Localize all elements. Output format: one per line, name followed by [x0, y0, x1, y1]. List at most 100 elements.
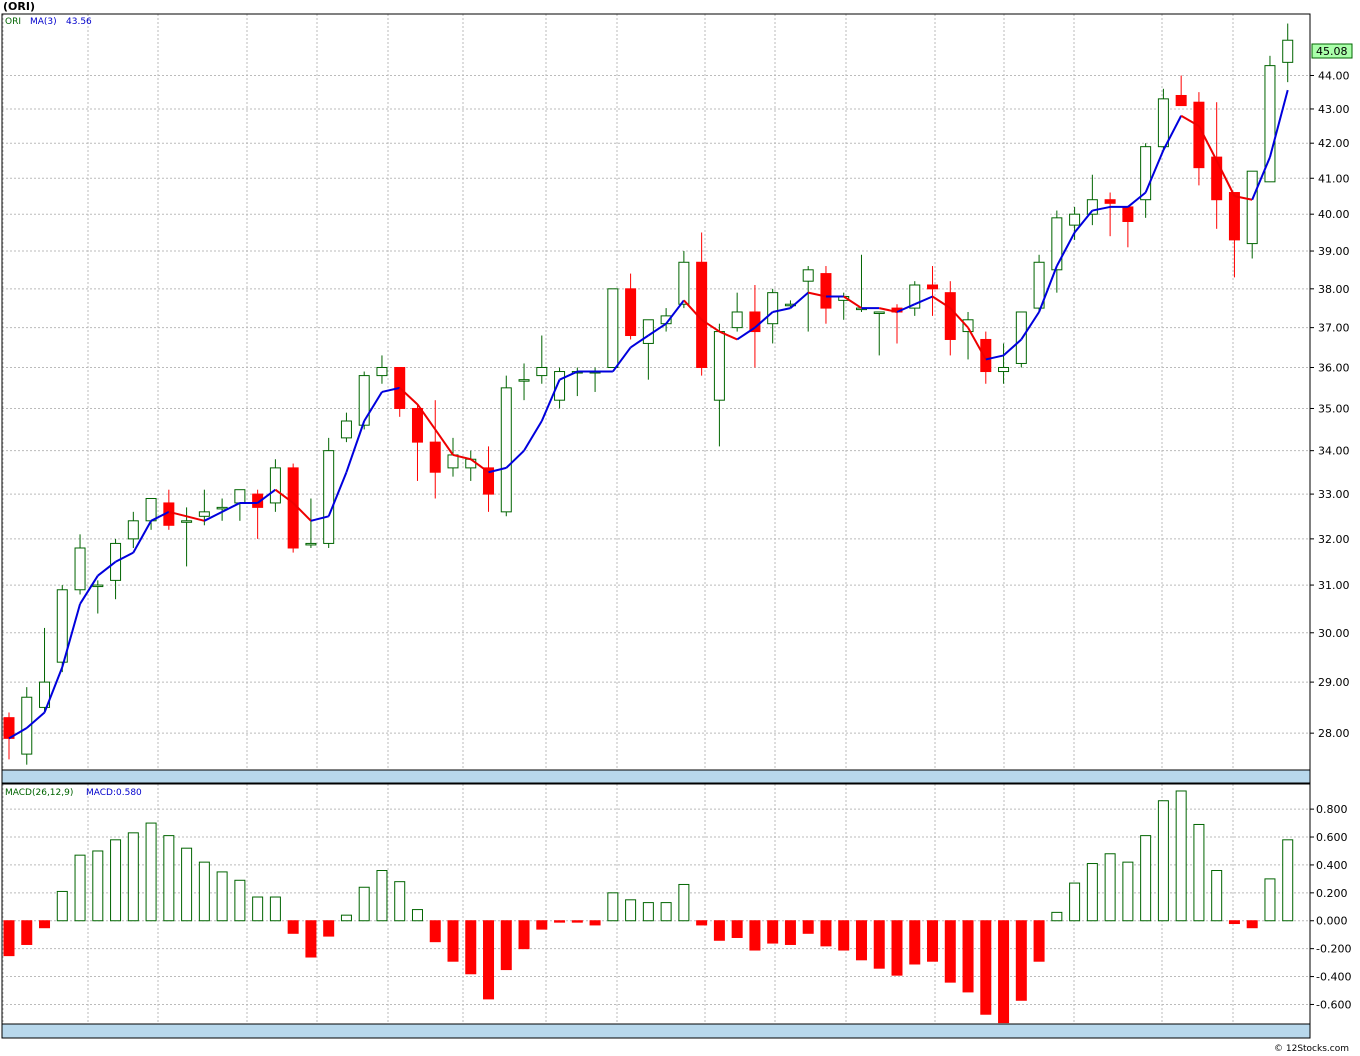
- ma-segment: [381, 386, 400, 393]
- macd-bar-negative: [21, 920, 33, 945]
- candle-up: [465, 458, 477, 469]
- ma-segment: [789, 291, 809, 309]
- ma-segment: [1268, 89, 1289, 158]
- candle-up: [340, 420, 352, 439]
- ma-segment: [1162, 115, 1183, 151]
- candle-up: [198, 511, 210, 517]
- ma-segment: [1055, 232, 1076, 267]
- candle-up: [1086, 199, 1098, 215]
- ma-segment: [79, 575, 99, 605]
- macd-bar-negative: [749, 920, 761, 951]
- price-tick-label: 44.00: [1318, 70, 1350, 83]
- ma-segment: [630, 334, 649, 349]
- symbol-label: (ORI): [3, 0, 35, 13]
- macd-bar-positive: [56, 890, 68, 922]
- macd-bar-positive: [1264, 878, 1276, 922]
- ma-segment: [1092, 205, 1111, 212]
- macd-bar-negative: [447, 920, 459, 962]
- macd-bar-positive: [642, 902, 654, 922]
- macd-bar-positive: [269, 896, 281, 922]
- macd-bar-positive: [1069, 882, 1081, 922]
- ma-segment: [132, 520, 152, 554]
- ma-segment: [345, 420, 366, 473]
- candle-up: [1140, 146, 1152, 201]
- macd-bars: [3, 790, 1294, 1024]
- ma-segment: [1234, 195, 1253, 201]
- ma-segment: [505, 449, 525, 469]
- macd-bar-negative: [927, 920, 939, 962]
- ma-segment: [1251, 156, 1271, 201]
- ma-segment: [1198, 125, 1218, 162]
- macd-bar-positive: [145, 822, 157, 922]
- macd-bar-negative: [39, 920, 51, 929]
- candle-up: [305, 542, 317, 546]
- macd-bar-positive: [411, 909, 423, 922]
- ma-segment: [203, 510, 223, 522]
- ma-segment: [115, 551, 134, 563]
- macd-bar-positive: [163, 835, 175, 922]
- ma-segment: [1073, 209, 1094, 234]
- ma-segment: [8, 727, 28, 740]
- macd-bar-positive: [1193, 823, 1205, 922]
- candle-up: [642, 319, 654, 344]
- candle-down: [749, 311, 761, 333]
- macd-bar-positive: [127, 832, 139, 922]
- candle-up: [39, 681, 51, 708]
- ma-segment: [736, 326, 756, 341]
- macd-bar-negative: [873, 920, 885, 969]
- macd-tick-label: 0.000: [1316, 915, 1348, 928]
- macd-bar-negative: [891, 920, 903, 976]
- macd-bar-positive: [1211, 870, 1223, 922]
- ma-value: 43.56: [66, 17, 92, 27]
- candle-up: [92, 584, 104, 588]
- macd-bar-positive: [234, 879, 246, 922]
- ma-segment: [327, 471, 348, 517]
- candle-up: [909, 284, 921, 309]
- macd-bar-negative: [589, 920, 601, 926]
- macd-bar-positive: [1157, 800, 1169, 922]
- macd-bar-positive: [1175, 790, 1187, 922]
- candle-down: [1175, 94, 1187, 107]
- macd-label: MACD(26,12,9): [5, 788, 73, 798]
- price-tick-label: 38.00: [1318, 283, 1350, 296]
- candle-up: [1157, 98, 1169, 148]
- candle-down: [1228, 192, 1240, 241]
- ma-segment: [1180, 114, 1200, 127]
- candle-up: [1246, 170, 1258, 245]
- candle-up: [731, 311, 743, 329]
- macd-tick-label: 0.200: [1316, 887, 1348, 900]
- candle-up: [1069, 213, 1081, 226]
- candle-down: [483, 467, 495, 495]
- macd-bar-negative: [980, 920, 992, 1015]
- ma-segment: [1215, 160, 1236, 197]
- candle-up: [518, 379, 530, 382]
- candle-up: [554, 371, 566, 401]
- ma-segment: [434, 428, 454, 456]
- ma-segment: [1002, 338, 1022, 357]
- ma-segment: [257, 488, 276, 504]
- ma-segment: [26, 711, 46, 729]
- macd-bar-negative: [998, 920, 1010, 1024]
- ma-segment: [1144, 149, 1165, 193]
- ma-segment: [1127, 191, 1147, 208]
- candle-up: [1264, 65, 1276, 183]
- price-tick-label: 28.00: [1318, 727, 1350, 740]
- ma-segment: [186, 515, 205, 522]
- price-date-strip: [1, 769, 1311, 784]
- candle-down: [1122, 206, 1134, 222]
- macd-bar-positive: [607, 892, 619, 922]
- candle-up: [998, 366, 1010, 373]
- candle-down: [625, 288, 637, 337]
- ma-segment: [523, 420, 543, 452]
- ma-segment: [914, 295, 933, 306]
- price-tick-label: 43.00: [1318, 103, 1350, 116]
- candle-up: [873, 311, 885, 314]
- macd-bar-negative: [944, 920, 956, 983]
- macd-bar-negative: [554, 920, 566, 923]
- macd-bar-negative: [518, 920, 530, 950]
- ma-segment: [61, 603, 82, 668]
- macd-tick-label: 0.800: [1316, 803, 1348, 816]
- ma-segment: [985, 354, 1004, 361]
- macd-bar-negative: [1228, 920, 1240, 925]
